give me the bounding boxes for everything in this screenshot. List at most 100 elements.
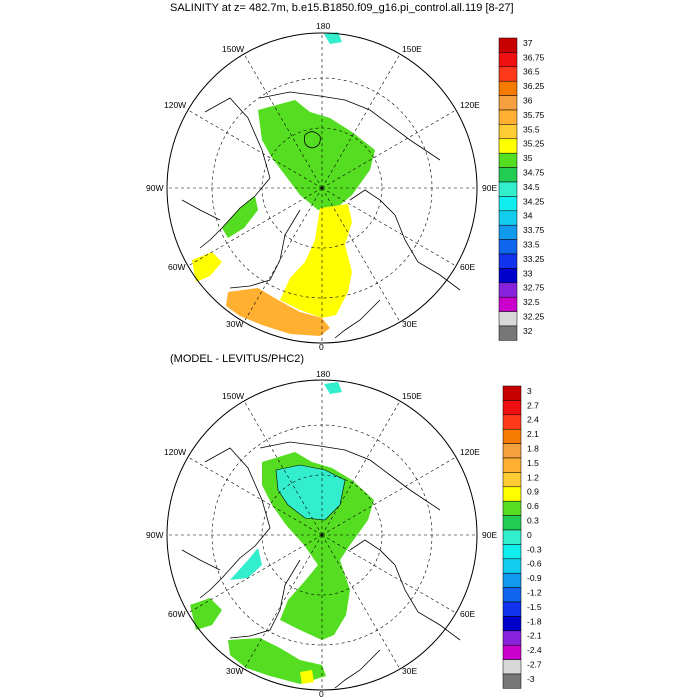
colorbar-swatch bbox=[498, 52, 518, 68]
map-boundary bbox=[166, 379, 478, 691]
lon-label: 30E bbox=[402, 666, 417, 676]
colorbar-label: 33.75 bbox=[523, 225, 545, 235]
lon-label: 60E bbox=[460, 609, 475, 619]
colorbar-label: 1.2 bbox=[527, 472, 539, 482]
lon-label: 90E bbox=[482, 183, 497, 193]
colorbar-swatch bbox=[502, 515, 522, 531]
colorbar-swatch bbox=[498, 167, 518, 183]
colorbar-label: 36.25 bbox=[523, 81, 545, 91]
colorbar-swatch bbox=[498, 311, 518, 327]
colorbar-swatch bbox=[502, 558, 522, 574]
colorbar-swatch bbox=[498, 152, 518, 168]
colorbar-swatch bbox=[502, 529, 522, 545]
colorbar-swatch bbox=[498, 296, 518, 312]
colorbar-label: 32.75 bbox=[523, 283, 545, 293]
lon-label: 120E bbox=[460, 447, 480, 457]
lon-label: 150W bbox=[222, 391, 244, 401]
map-boundary bbox=[166, 32, 478, 344]
lon-label: 90W bbox=[146, 183, 163, 193]
colorbar-swatch bbox=[498, 109, 518, 125]
colorbar-label: 32.5 bbox=[523, 297, 540, 307]
colorbar-swatch bbox=[498, 253, 518, 269]
lon-label: 150W bbox=[222, 44, 244, 54]
colorbar-swatch bbox=[502, 659, 522, 675]
lon-label: 180 bbox=[316, 21, 330, 31]
colorbar-swatch bbox=[498, 196, 518, 212]
colorbar-swatch bbox=[502, 472, 522, 488]
salinity-region-yellow bbox=[280, 204, 352, 318]
lon-label: 60W bbox=[168, 262, 185, 272]
panel-title-top: SALINITY at z= 482.7m, b.e15.B1850.f09_g… bbox=[170, 2, 514, 14]
colorbar-swatch bbox=[502, 630, 522, 646]
colorbar-label: 35.5 bbox=[523, 124, 540, 134]
lon-label: 120W bbox=[164, 100, 186, 110]
colorbar-swatch bbox=[502, 616, 522, 632]
coastline bbox=[181, 91, 461, 339]
lon-label: 30W bbox=[226, 666, 243, 676]
coastline bbox=[181, 441, 461, 689]
colorbar-label: 0.9 bbox=[527, 487, 539, 497]
colorbar-swatch bbox=[502, 544, 522, 560]
colorbar-swatch bbox=[498, 95, 518, 111]
colorbar-label: -0.9 bbox=[527, 573, 542, 583]
salinity-region-green-baffin bbox=[222, 196, 258, 238]
colorbar-label: 37 bbox=[523, 38, 533, 48]
colorbar-swatch bbox=[502, 601, 522, 617]
colorbar-label: 35.75 bbox=[523, 110, 545, 120]
colorbar-swatch bbox=[498, 268, 518, 284]
colorbar-label: -2.4 bbox=[527, 645, 542, 655]
lon-label: 0 bbox=[319, 342, 324, 352]
colorbar-label: -0.6 bbox=[527, 559, 542, 569]
colorbar-top: 37 36.75 36.5 36.25 36 35.75 35.5 35.25 35 34.75 3… bbox=[498, 37, 545, 341]
graticule bbox=[167, 380, 477, 690]
colorbar-swatch bbox=[502, 644, 522, 660]
colorbar-label: 34.75 bbox=[523, 168, 545, 178]
lon-label: 120W bbox=[164, 447, 186, 457]
difference-region-yellow bbox=[300, 670, 314, 684]
lon-label: 150E bbox=[402, 391, 422, 401]
colorbar-label: 35.25 bbox=[523, 139, 545, 149]
lon-label: 30W bbox=[226, 319, 243, 329]
polar-map-bottom: 180 150E 120E 90E 60E 30E 0 30W 60W 90W … bbox=[146, 369, 497, 699]
colorbar-label: 3 bbox=[527, 386, 532, 396]
colorbar-label: 33.25 bbox=[523, 254, 545, 264]
colorbar-label: 36 bbox=[523, 96, 533, 106]
colorbar-swatch bbox=[498, 124, 518, 140]
lon-label: 120E bbox=[460, 100, 480, 110]
lon-label: 180 bbox=[316, 369, 330, 379]
colorbar-label: 34.5 bbox=[523, 182, 540, 192]
colorbar-swatch bbox=[498, 138, 518, 154]
colorbar-swatch bbox=[498, 66, 518, 82]
contour-line bbox=[303, 131, 321, 149]
salinity-region-green bbox=[258, 100, 375, 210]
difference-region-cyan-baffin bbox=[230, 548, 262, 580]
lon-label: 90E bbox=[482, 530, 497, 540]
colorbar-swatch bbox=[498, 239, 518, 255]
colorbar-label: 36.5 bbox=[523, 67, 540, 77]
difference-region-cyan-bering bbox=[324, 382, 342, 394]
lon-label: 150E bbox=[402, 44, 422, 54]
colorbar-label: 2.7 bbox=[527, 400, 539, 410]
difference-region-green-west bbox=[190, 598, 222, 630]
colorbar-swatch bbox=[502, 572, 522, 588]
colorbar-label: 32 bbox=[523, 326, 533, 336]
colorbar-label: 34.25 bbox=[523, 196, 545, 206]
colorbar-swatch bbox=[502, 428, 522, 444]
colorbar-swatch bbox=[502, 587, 522, 603]
salinity-region-yellow-west bbox=[192, 252, 222, 282]
salinity-region-orange bbox=[226, 288, 330, 336]
colorbar-swatch bbox=[498, 224, 518, 240]
colorbar-label: -2.7 bbox=[527, 660, 542, 670]
colorbar-label: -1.2 bbox=[527, 588, 542, 598]
colorbar-bottom: 3 2.7 2.4 2.1 1.8 1.5 1.2 0.9 0.6 0.3 0 -0.3 -0.6 -0.… bbox=[502, 385, 542, 689]
lon-label: 60E bbox=[460, 262, 475, 272]
difference-region-cyan bbox=[275, 464, 346, 521]
lon-label: 60W bbox=[168, 609, 185, 619]
salinity-region-cyan-bering bbox=[324, 32, 342, 44]
panel-title-bottom: (MODEL - LEVITUS/PHC2) bbox=[170, 353, 305, 365]
colorbar-swatch bbox=[502, 400, 522, 416]
colorbar-label: 0 bbox=[527, 530, 532, 540]
colorbar-label: 32.25 bbox=[523, 312, 545, 322]
colorbar-label: 36.75 bbox=[523, 52, 545, 62]
